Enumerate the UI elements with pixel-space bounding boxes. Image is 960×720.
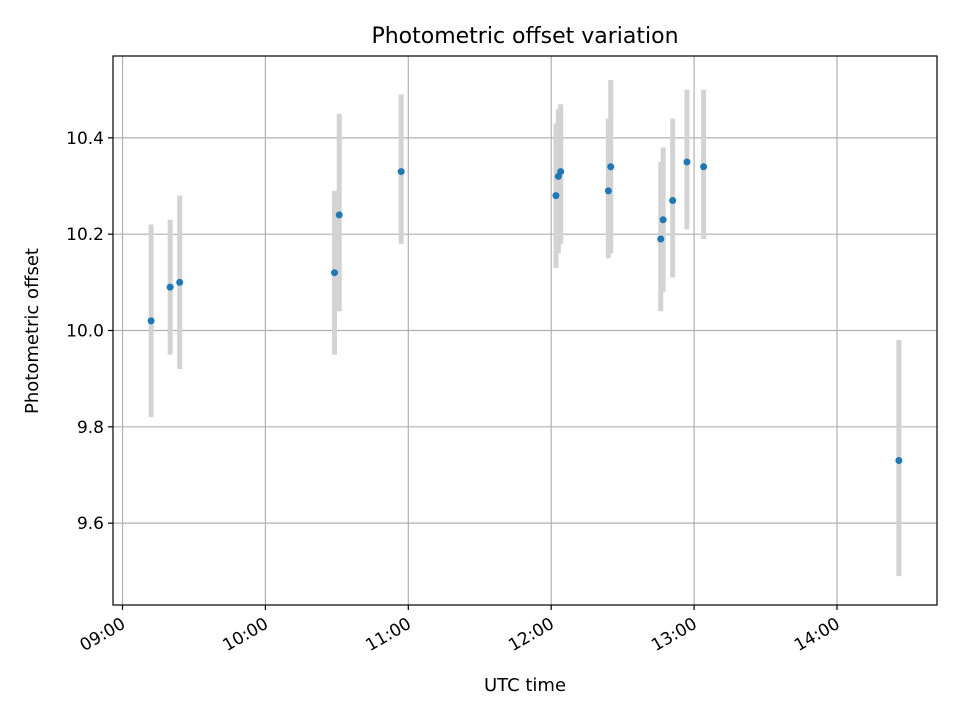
data-point [659, 216, 667, 224]
x-tick-label: 10:00 [219, 614, 271, 656]
data-point [330, 269, 338, 277]
x-tick-label: 14:00 [791, 614, 843, 656]
error-bars [148, 80, 902, 577]
y-tick-label: 10.2 [66, 225, 104, 245]
data-point [397, 168, 405, 176]
data-point [657, 235, 665, 243]
data-point [166, 283, 174, 291]
y-axis-label: Photometric offset [22, 248, 43, 414]
y-tick-label: 10.0 [66, 322, 104, 342]
data-point [895, 457, 903, 465]
data-point [176, 278, 184, 286]
data-point [557, 168, 565, 176]
y-tick-label: 9.8 [77, 418, 104, 438]
data-point [335, 211, 343, 219]
x-tick-label: 12:00 [505, 614, 557, 656]
x-tick-label: 13:00 [648, 614, 700, 656]
data-point [700, 163, 708, 171]
data-point [683, 158, 691, 166]
data-point [669, 196, 677, 204]
data-points [147, 158, 903, 465]
data-point [552, 192, 560, 200]
x-tick-label: 11:00 [362, 614, 414, 656]
axis-ticks: 09:00 10:00 11:00 12:00 13:00 14:00 9.6 9.8 10.0… [66, 129, 843, 656]
y-tick-label: 10.4 [66, 129, 104, 149]
x-axis-label: UTC time [484, 675, 566, 696]
data-point [607, 163, 615, 171]
chart-title: Photometric offset variation [371, 24, 678, 49]
grid [113, 56, 937, 605]
data-point [147, 317, 155, 325]
x-tick-label: 09:00 [77, 614, 129, 656]
data-point [604, 187, 612, 195]
y-tick-label: 9.6 [77, 514, 104, 534]
